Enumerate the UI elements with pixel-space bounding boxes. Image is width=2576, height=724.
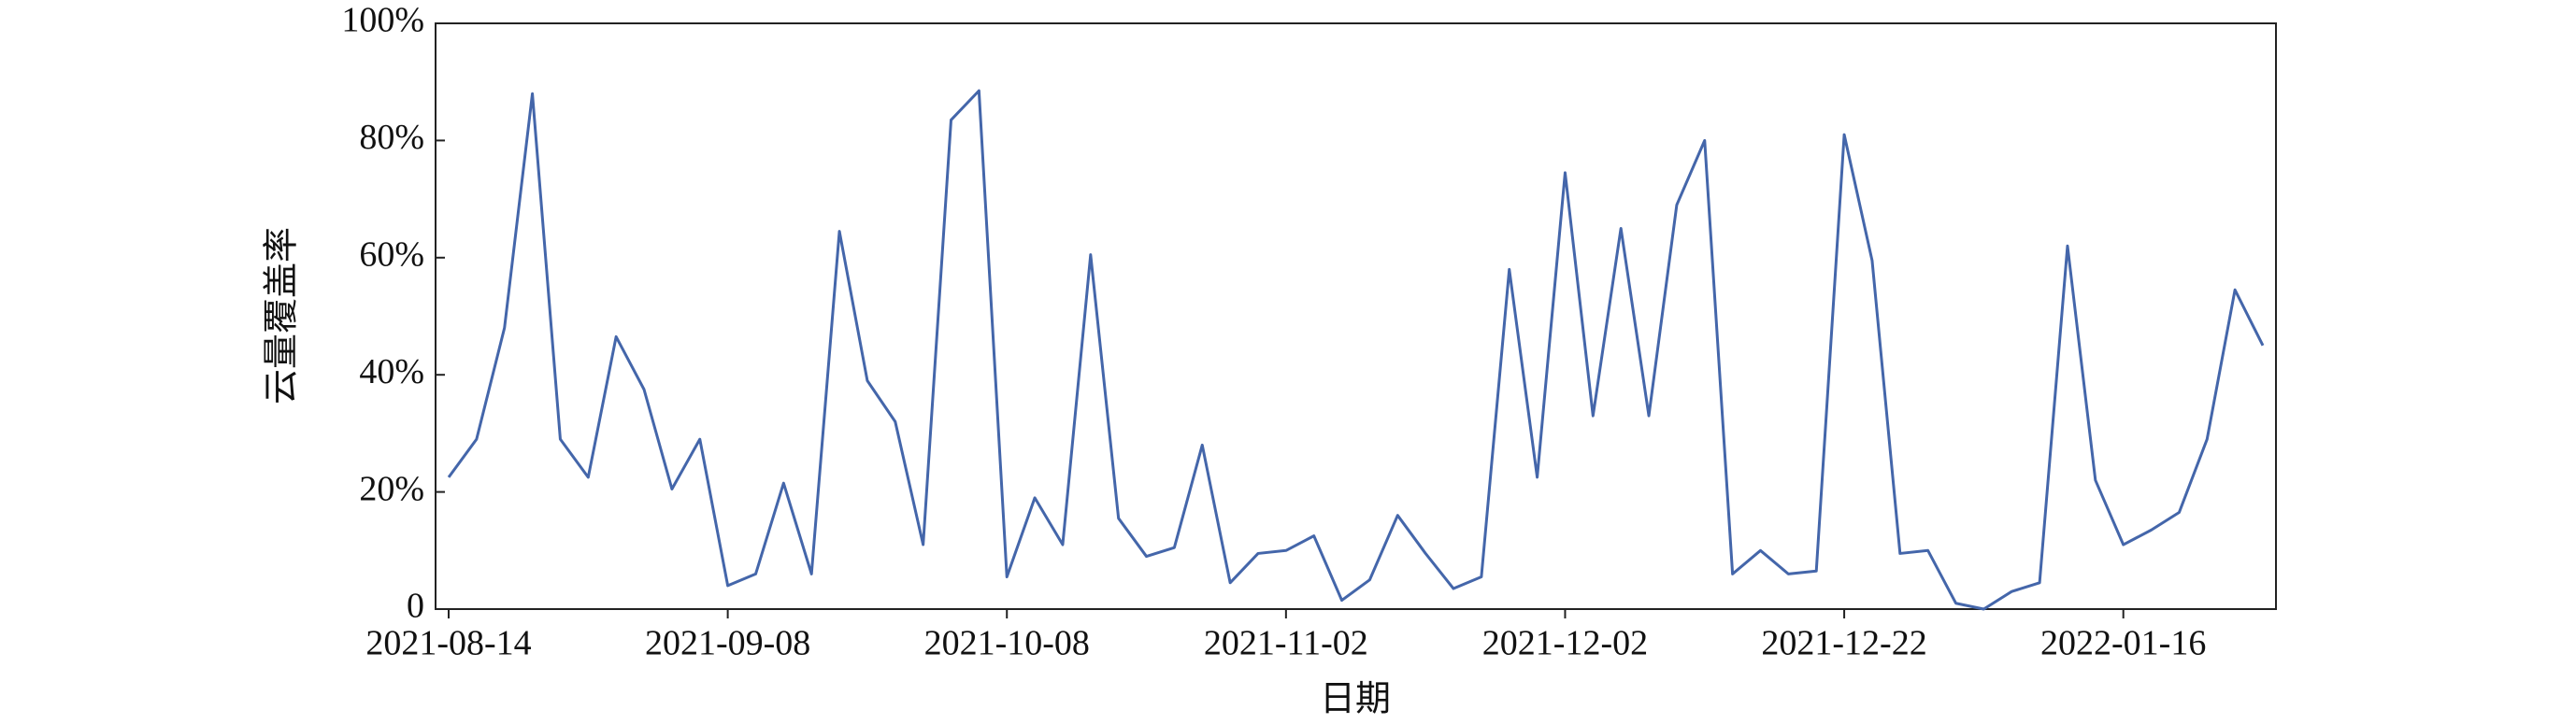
x-tick-label: 2021-12-02 — [1482, 624, 1648, 663]
y-tick-label: 0 — [407, 587, 424, 626]
plot-frame — [435, 22, 2277, 610]
y-axis-label: 云量覆盖率 — [263, 227, 302, 405]
y-tick-label: 40% — [359, 352, 424, 391]
line-series — [447, 89, 2265, 611]
x-axis-label: 日期 — [1320, 680, 1391, 719]
y-tick-label: 60% — [359, 235, 424, 275]
x-tick-label: 2021-08-14 — [365, 624, 531, 663]
x-tick-label: 2021-10-08 — [924, 624, 1090, 663]
x-tick-label: 2021-11-02 — [1204, 624, 1368, 663]
y-tick-label: 80% — [359, 118, 424, 157]
x-tick-label: 2021-09-08 — [645, 624, 810, 663]
x-tick-label: 2022-01-16 — [2040, 624, 2206, 663]
x-tick-label: 2021-12-22 — [1761, 624, 1926, 663]
y-tick-label: 100% — [341, 1, 424, 40]
y-tick-label: 20% — [359, 469, 424, 508]
